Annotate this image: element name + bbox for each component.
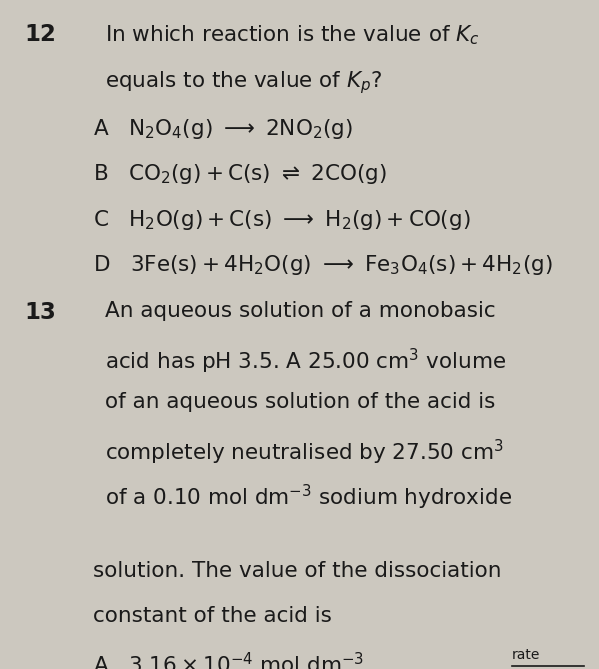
Text: D   $\mathregular{3Fe(s)+4H_2O(g)}$ $\longrightarrow$ $\mathregular{Fe_3O_4(s)+4: D $\mathregular{3Fe(s)+4H_2O(g)}$ $\long… <box>93 253 552 277</box>
Text: rate: rate <box>512 648 540 662</box>
Text: of a 0.10 mol dm$^{-3}$ sodium hydroxide: of a 0.10 mol dm$^{-3}$ sodium hydroxide <box>105 483 512 512</box>
Text: A   $3.16 \times 10^{-4}$ mol dm$^{-3}$: A $3.16 \times 10^{-4}$ mol dm$^{-3}$ <box>93 652 364 669</box>
Text: B   $\mathregular{CO_2(g) + C(s)}$ $\rightleftharpoons$ $\mathregular{2CO(g)}$: B $\mathregular{CO_2(g) + C(s)}$ $\right… <box>93 162 386 186</box>
Text: An aqueous solution of a monobasic: An aqueous solution of a monobasic <box>105 301 495 321</box>
Text: of an aqueous solution of the acid is: of an aqueous solution of the acid is <box>105 392 495 412</box>
Text: 12: 12 <box>24 23 56 46</box>
Text: C   $\mathregular{H_2O(g) + C(s)}$ $\longrightarrow$ $\mathregular{H_2(g) + CO(g: C $\mathregular{H_2O(g) + C(s)}$ $\longr… <box>93 207 470 231</box>
Text: equals to the value of $K_p$?: equals to the value of $K_p$? <box>105 69 382 96</box>
Text: completely neutralised by 27.50 cm$^3$: completely neutralised by 27.50 cm$^3$ <box>105 438 503 467</box>
Text: solution. The value of the dissociation: solution. The value of the dissociation <box>93 561 501 581</box>
Text: constant of the acid is: constant of the acid is <box>93 606 332 626</box>
Text: acid has pH 3.5. A 25.00 cm$^3$ volume: acid has pH 3.5. A 25.00 cm$^3$ volume <box>105 347 506 376</box>
Text: 13: 13 <box>24 301 56 324</box>
Text: In which reaction is the value of $K_c$: In which reaction is the value of $K_c$ <box>105 23 480 47</box>
Text: A   $\mathregular{N_2O_4(g)}$ $\longrightarrow$ $\mathregular{2NO_2(g)}$: A $\mathregular{N_2O_4(g)}$ $\longrighta… <box>93 116 353 140</box>
